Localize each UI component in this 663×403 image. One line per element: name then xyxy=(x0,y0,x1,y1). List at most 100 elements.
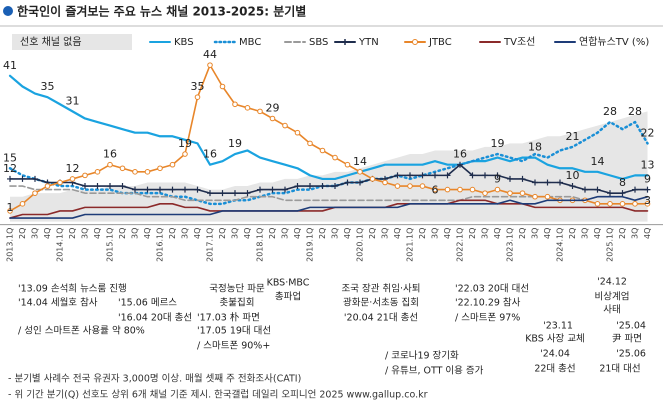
marker xyxy=(282,122,288,129)
marker xyxy=(169,161,176,168)
legend-marker xyxy=(342,39,348,45)
marker xyxy=(532,193,538,200)
value-label: 21 xyxy=(566,130,580,143)
footnote: - 분기별 사례수 전국 유권자 3,000명 이상. 매월 셋째 주 전화조사… xyxy=(8,373,301,385)
annotation: 국정농단 파문 xyxy=(209,284,265,295)
annotation: '24.12 xyxy=(597,277,627,288)
marker xyxy=(207,190,213,197)
x-tick-label: 3Q xyxy=(131,228,140,239)
value-label: 19 xyxy=(491,137,505,150)
annotation: 촛불집회 xyxy=(220,297,255,309)
value-label: 16 xyxy=(453,148,467,161)
marker xyxy=(594,186,601,193)
x-tick-label: 2Q xyxy=(368,228,377,239)
legend-label: MBC xyxy=(239,37,261,48)
marker xyxy=(57,179,63,186)
x-tick-label: 4Q xyxy=(443,228,452,239)
x-tick-label: 3Q xyxy=(231,228,240,239)
annotation: / 스마트폰 90%+ xyxy=(197,341,270,352)
annotation: '16.04 20대 총선 xyxy=(118,313,192,324)
marker xyxy=(607,190,613,197)
marker xyxy=(44,183,51,189)
value-label: 8 xyxy=(619,176,626,189)
x-tick-label: 3Q xyxy=(181,228,190,239)
x-tick-label: 2024.1Q xyxy=(556,228,565,262)
legend-label: 연합뉴스TV (%) xyxy=(579,36,649,48)
marker xyxy=(407,183,413,189)
marker xyxy=(569,183,576,190)
marker xyxy=(507,175,513,182)
marker xyxy=(194,186,201,193)
x-tick-label: 2016.1Q xyxy=(156,228,165,262)
value-label: 35 xyxy=(41,80,55,93)
x-tick-label: 2Q xyxy=(18,228,27,239)
marker xyxy=(232,190,238,197)
marker xyxy=(19,201,26,207)
chart-title: 한국인이 즐겨보는 주요 뉴스 채널 2013-2025: 분기별 xyxy=(17,4,306,19)
legend-label: TV조선 xyxy=(503,36,535,48)
marker xyxy=(457,186,463,193)
annotation: / 성인 스마트폰 사용률 약 80% xyxy=(18,325,145,337)
x-tick-label: 2Q xyxy=(268,228,277,239)
marker xyxy=(394,183,401,189)
x-tick-label: 4Q xyxy=(393,228,402,239)
marker xyxy=(232,101,238,108)
annotation: '14.04 세월호 참사 xyxy=(18,297,98,309)
x-tick-label: 4Q xyxy=(93,228,102,239)
annotation: / 스마트폰 97% xyxy=(455,313,520,324)
marker xyxy=(7,208,13,214)
annotation: '23.11 xyxy=(543,321,573,332)
annotation: 22대 총선 xyxy=(534,364,575,375)
marker xyxy=(632,201,638,207)
marker xyxy=(219,83,226,90)
x-tick-label: 2021.1Q xyxy=(406,228,415,262)
x-tick-label: 2Q xyxy=(118,228,127,239)
marker xyxy=(157,165,163,172)
value-label: 14 xyxy=(591,155,605,168)
line xyxy=(9,64,649,212)
marker xyxy=(119,165,126,172)
x-tick-label: 3Q xyxy=(281,228,290,239)
marker xyxy=(307,140,313,147)
x-tick-label: 4Q xyxy=(43,228,52,239)
x-tick-label: 2Q xyxy=(518,228,527,239)
marker xyxy=(644,186,651,193)
marker xyxy=(319,183,326,190)
x-tick-label: 2018.1Q xyxy=(256,228,265,262)
annotation: '25.04 xyxy=(616,321,646,332)
marker xyxy=(419,183,426,189)
marker xyxy=(144,169,151,175)
x-tick-label: 4Q xyxy=(143,228,152,239)
annotation: '22.10.29 참사 xyxy=(455,298,521,309)
marker xyxy=(544,193,551,200)
marker xyxy=(294,129,301,136)
marker xyxy=(219,190,226,197)
value-label: 19 xyxy=(178,137,192,150)
legend-label: 선호 채널 없음 xyxy=(20,35,82,48)
x-tick-label: 3Q xyxy=(81,228,90,239)
marker xyxy=(619,190,626,197)
legend-label: YTN xyxy=(358,37,379,48)
marker xyxy=(144,186,151,193)
marker xyxy=(207,62,213,68)
marker xyxy=(269,115,276,122)
marker xyxy=(532,179,538,186)
x-tick-label: 4Q xyxy=(193,228,202,239)
value-label: 29 xyxy=(266,101,280,114)
annotation: 광화문·서초동 집회 xyxy=(343,297,419,309)
value-label: 15 xyxy=(3,151,17,164)
marker xyxy=(607,201,613,207)
marker xyxy=(94,169,101,175)
marker xyxy=(82,172,88,179)
marker xyxy=(644,201,651,207)
legend-label: JTBC xyxy=(428,37,452,48)
x-tick-label: 3Q xyxy=(381,228,390,239)
value-label: 28 xyxy=(603,105,617,118)
marker xyxy=(432,172,438,179)
marker xyxy=(257,108,263,115)
marker xyxy=(319,147,326,154)
x-tick-label: 4Q xyxy=(293,228,302,239)
marker xyxy=(544,179,551,186)
marker xyxy=(132,169,138,175)
annotation: 조국 장관 취임·사퇴 xyxy=(342,283,421,295)
